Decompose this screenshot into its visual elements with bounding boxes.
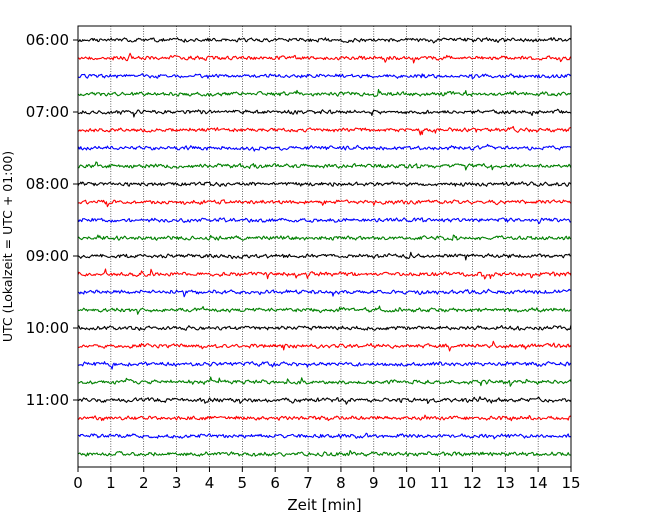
x-tick-label: 2 — [139, 474, 149, 492]
trace-1115-line — [77, 414, 572, 422]
x-tick-label: 1 — [106, 474, 116, 492]
vertical-grid — [110, 26, 539, 467]
trace-1145-line — [77, 450, 572, 457]
trace-0600-line — [77, 37, 572, 44]
y-axis-label: UTC (Lokalzeit = UTC + 01:00) — [0, 151, 15, 342]
trace-1130-line — [77, 432, 572, 440]
x-tick-label: 7 — [303, 474, 313, 492]
trace-1030-line — [77, 361, 572, 370]
trace-1000-line — [77, 324, 572, 331]
y-tick-label: 08:00 — [26, 175, 69, 193]
trace-0745-line — [77, 161, 572, 171]
y-tick-label: 11:00 — [26, 391, 69, 409]
trace-0800-line — [77, 181, 572, 187]
seismogram-traces — [77, 37, 572, 457]
x-tick-label: 5 — [238, 474, 248, 492]
x-tick-label: 3 — [172, 474, 182, 492]
plot-frame — [77, 25, 572, 468]
x-axis-label: Zeit [min] — [287, 496, 361, 514]
trace-0645-line — [77, 88, 572, 98]
trace-0700-line — [77, 108, 572, 118]
x-tick-label: 6 — [270, 474, 280, 492]
trace-0945-line — [77, 305, 572, 315]
y-tick-label: 10:00 — [26, 319, 69, 337]
x-tick-label: 10 — [397, 474, 416, 492]
x-tick-label: 9 — [369, 474, 379, 492]
x-tick-label: 11 — [430, 474, 449, 492]
trace-1045-line — [77, 376, 572, 387]
y-tick-label: 09:00 — [26, 247, 69, 265]
x-tick-label: 13 — [496, 474, 515, 492]
trace-0615-line — [77, 52, 572, 64]
trace-0900-line — [77, 251, 572, 261]
trace-0845-line — [77, 234, 572, 241]
trace-0630-line — [77, 73, 572, 80]
x-axis-ticks: 0 1 2 3 4 5 6 7 8 9 10 11 12 13 14 15 — [73, 467, 581, 492]
trace-1100-line — [77, 396, 572, 405]
trace-0715-line — [77, 125, 572, 136]
y-tick-label: 07:00 — [26, 103, 69, 121]
x-tick-label: 4 — [205, 474, 215, 492]
trace-0815-line — [77, 199, 572, 208]
trace-0930-line — [77, 288, 572, 298]
y-axis-ticks: 06:00 07:00 08:00 09:00 10:00 11:00 — [26, 31, 78, 409]
y-tick-label: 06:00 — [26, 31, 69, 49]
trace-0830-line — [77, 217, 572, 225]
x-tick-label: 12 — [463, 474, 482, 492]
x-tick-label: 8 — [336, 474, 346, 492]
trace-1015-line — [77, 340, 572, 352]
trace-0915-line — [77, 268, 572, 280]
x-tick-label: 0 — [73, 474, 83, 492]
trace-0730-line — [77, 143, 572, 152]
x-tick-label: 14 — [529, 474, 548, 492]
x-tick-label: 15 — [561, 474, 580, 492]
